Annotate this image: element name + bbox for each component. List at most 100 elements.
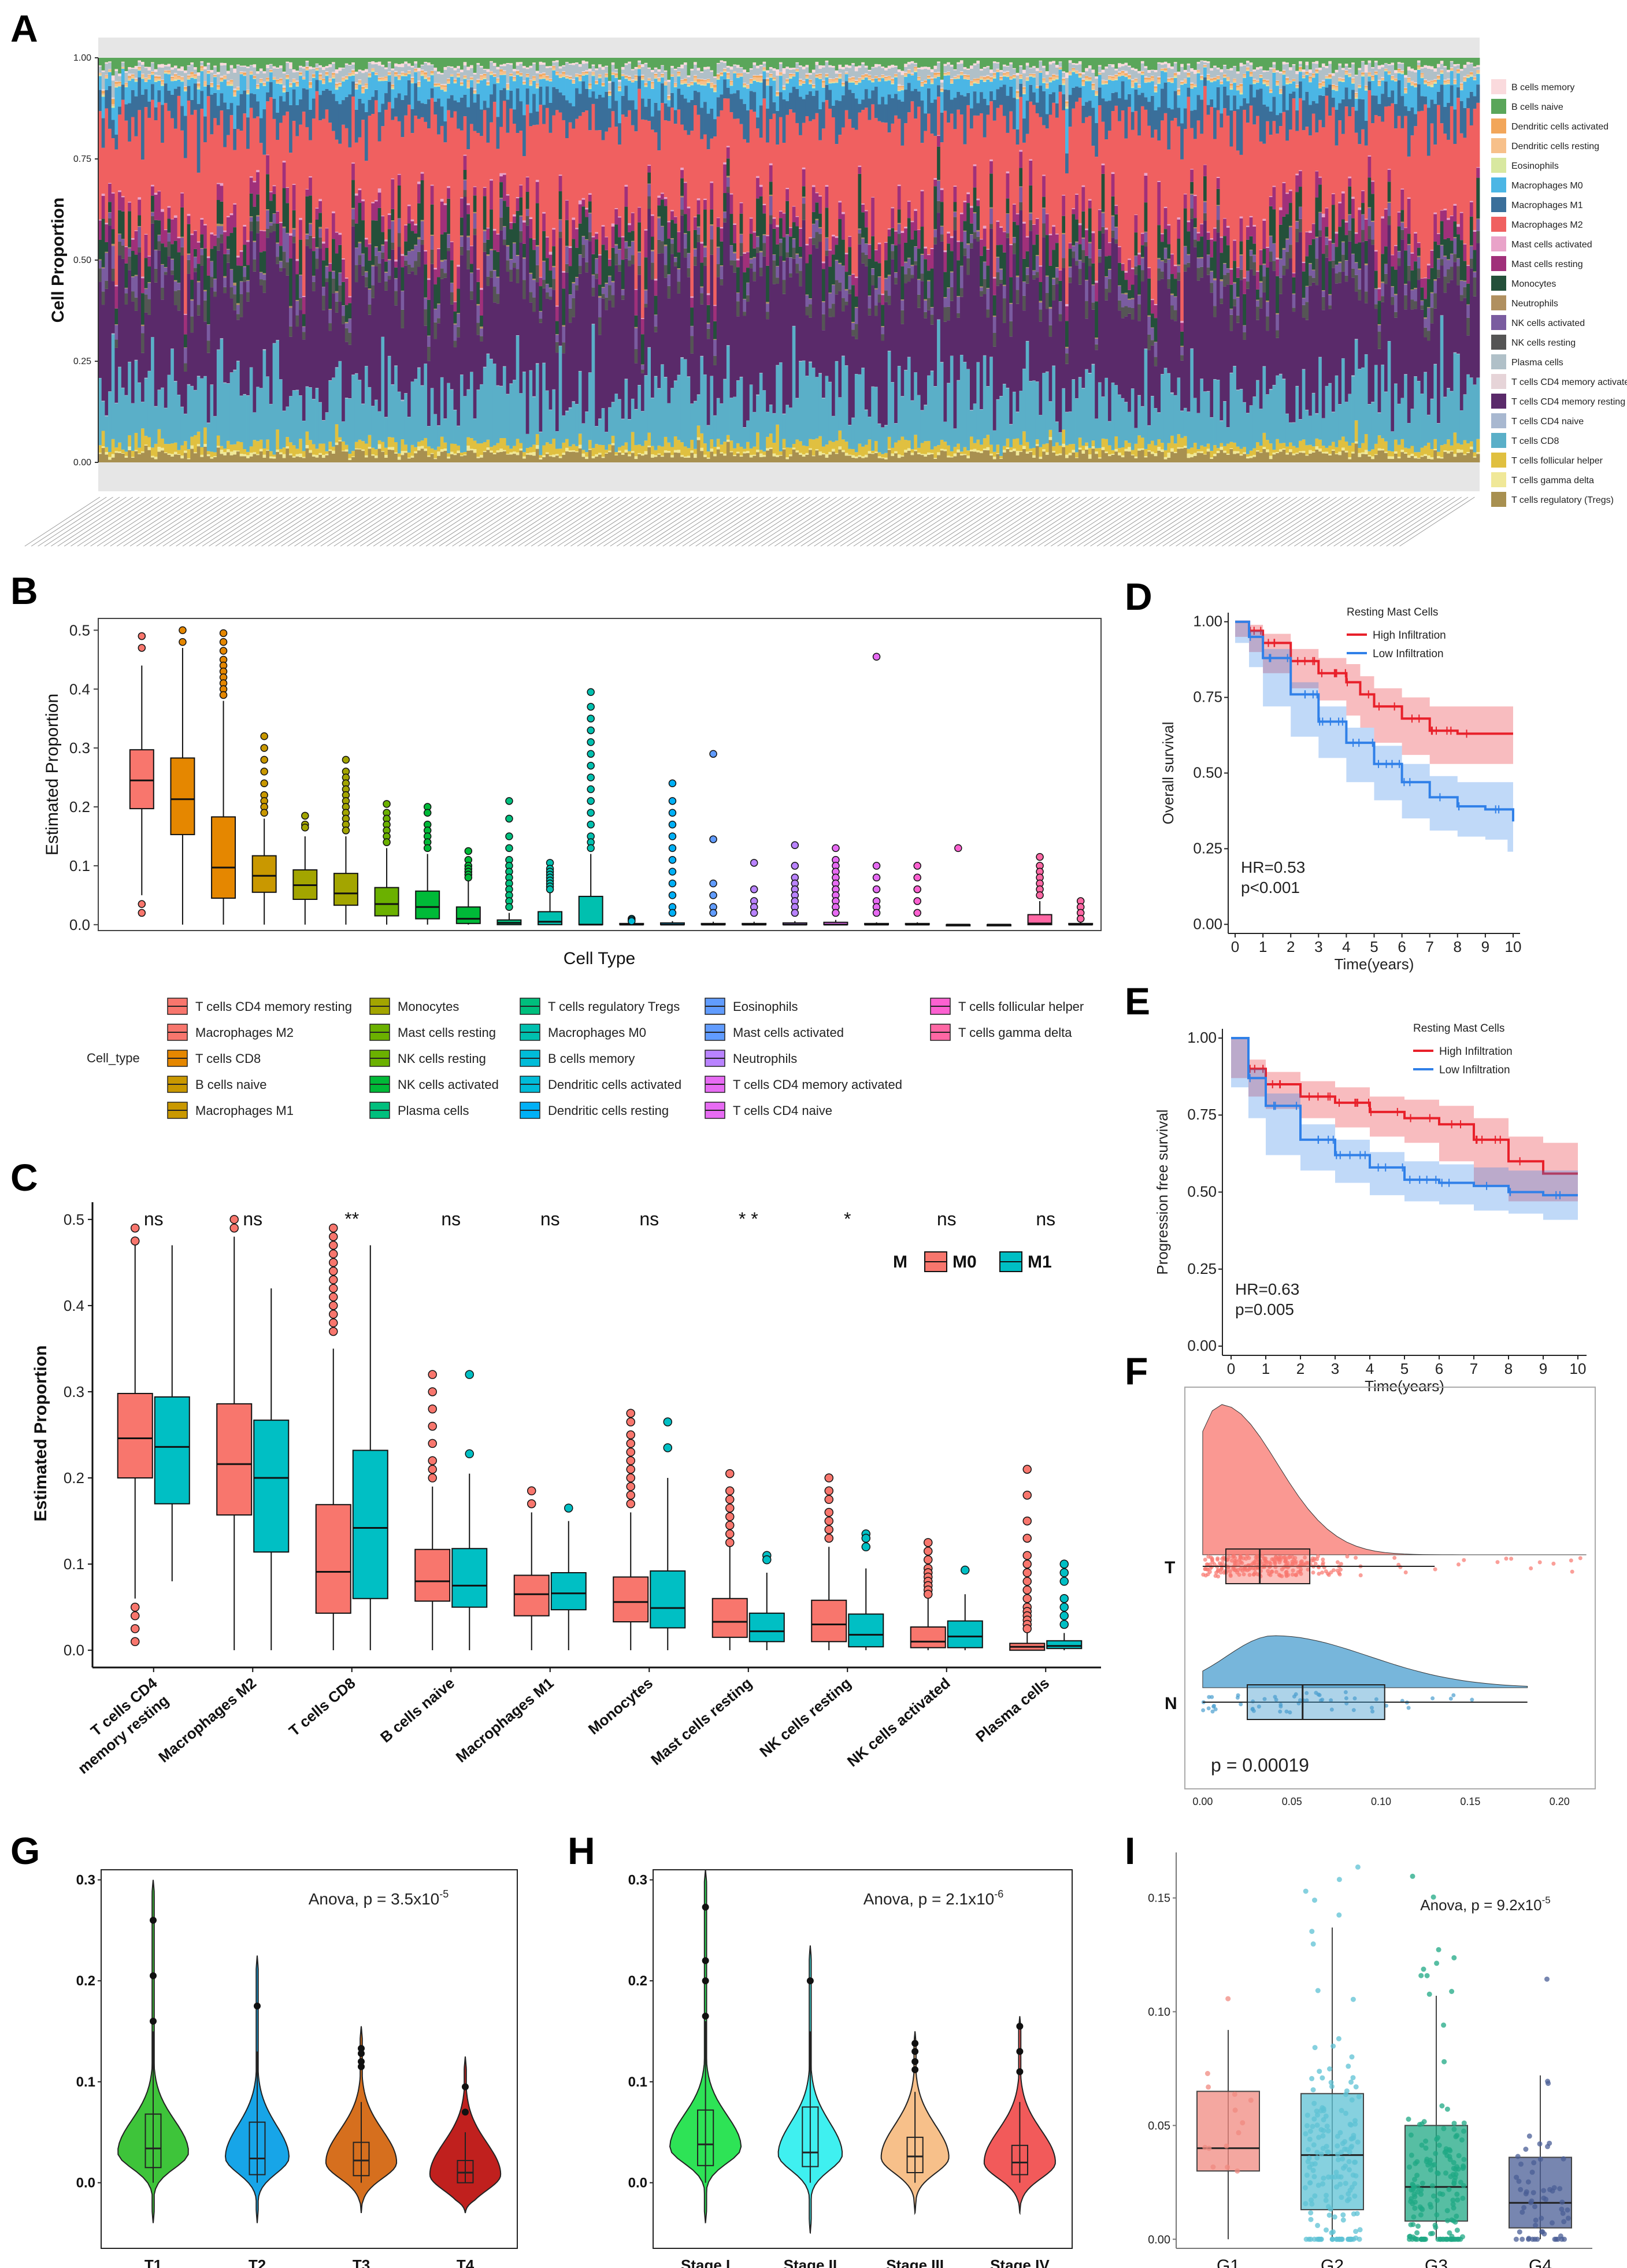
- stacked-bar-segment: [575, 228, 579, 229]
- stacked-bar-segment: [223, 79, 227, 103]
- stacked-bar-segment: [499, 230, 503, 386]
- stacked-bar-segment: [578, 64, 582, 67]
- stacked-bar-segment: [502, 101, 507, 173]
- stacked-bar-segment: [696, 198, 701, 201]
- stacked-bar-segment: [811, 87, 816, 88]
- stacked-bar-segment: [568, 103, 572, 123]
- stacked-bar-segment: [631, 82, 635, 83]
- stacked-bar-segment: [236, 305, 240, 314]
- stacked-bar-segment: [342, 316, 346, 324]
- stacked-bar-segment: [687, 84, 691, 86]
- stacked-bar-segment: [802, 197, 806, 198]
- stacked-bar-segment: [295, 390, 299, 449]
- stacked-bar-segment: [552, 87, 556, 116]
- stacked-bar-segment: [821, 446, 825, 453]
- stacked-bar-segment: [414, 224, 418, 225]
- stacked-bar-segment: [154, 58, 158, 69]
- stacked-bar-segment: [138, 453, 142, 454]
- stacked-bar-segment: [180, 66, 184, 71]
- stacked-bar-segment: [552, 267, 556, 279]
- stacked-bar-segment: [522, 452, 527, 457]
- stacked-bar-segment: [236, 303, 240, 305]
- stacked-bar-segment: [427, 81, 431, 99]
- stacked-bar-segment: [631, 264, 635, 399]
- stacked-bar-segment: [480, 290, 484, 316]
- stacked-bar-segment: [354, 142, 358, 194]
- stacked-bar-segment: [624, 63, 628, 65]
- stacked-bar-segment: [513, 446, 517, 452]
- stacked-bar-segment: [785, 189, 790, 201]
- stacked-bar-segment: [700, 293, 704, 305]
- stacked-bar-segment: [459, 72, 464, 81]
- stacked-bar-segment: [332, 58, 336, 62]
- stacked-bar-segment: [779, 243, 783, 257]
- stacked-bar-segment: [605, 283, 609, 284]
- stacked-bar-segment: [354, 193, 358, 196]
- stacked-bar-segment: [98, 454, 102, 462]
- stacked-bar-segment: [703, 209, 707, 246]
- stacked-bar-segment: [173, 280, 177, 281]
- stacked-bar-segment: [842, 298, 846, 312]
- stacked-bar-segment: [506, 394, 510, 395]
- stacked-bar-segment: [440, 449, 444, 452]
- stacked-bar-segment: [532, 58, 536, 63]
- stacked-bar-segment: [410, 76, 414, 78]
- stacked-bar-segment: [180, 407, 184, 446]
- stacked-bar-segment: [677, 109, 681, 232]
- stacked-bar-segment: [509, 76, 513, 91]
- stacked-bar-segment: [332, 377, 336, 447]
- stacked-bar-segment: [272, 194, 276, 213]
- stacked-bar-segment: [197, 376, 201, 432]
- stacked-bar-segment: [371, 203, 375, 221]
- stacked-bar-segment: [739, 68, 743, 73]
- stacked-bar-segment: [203, 69, 207, 81]
- stacked-bar-segment: [335, 85, 339, 88]
- stacked-bar-segment: [98, 73, 102, 75]
- stacked-bar-segment: [756, 198, 760, 236]
- stacked-bar-segment: [749, 83, 753, 91]
- stacked-bar-segment: [716, 398, 720, 439]
- stacked-bar-segment: [628, 80, 632, 81]
- stacked-bar-segment: [447, 83, 451, 84]
- stacked-bar-segment: [486, 255, 490, 277]
- stacked-bar-segment: [716, 218, 720, 227]
- stacked-bar-segment: [690, 70, 694, 81]
- stacked-bar-segment: [651, 236, 655, 250]
- stacked-bar-segment: [585, 207, 589, 210]
- stacked-bar-segment: [733, 65, 737, 72]
- stacked-bar-segment: [726, 177, 730, 187]
- stacked-bar-segment: [578, 76, 582, 80]
- stacked-bar-segment: [838, 72, 842, 75]
- stacked-bar-segment: [539, 323, 543, 432]
- stacked-bar-segment: [509, 452, 513, 455]
- stacked-bar-segment: [749, 259, 753, 264]
- stacked-bar-segment: [203, 446, 207, 462]
- stacked-bar-segment: [450, 66, 454, 68]
- stacked-bar-segment: [535, 88, 539, 112]
- stacked-bar-segment: [825, 376, 829, 445]
- stacked-bar-segment: [377, 61, 381, 66]
- stacked-bar-segment: [233, 227, 237, 283]
- stacked-bar-segment: [309, 450, 313, 453]
- stacked-bar-segment: [595, 426, 599, 427]
- stacked-bar-segment: [631, 240, 635, 242]
- stacked-bar-segment: [328, 442, 332, 450]
- stacked-bar-segment: [302, 88, 306, 112]
- stacked-bar-segment: [440, 268, 444, 279]
- stacked-bar-segment: [483, 366, 487, 368]
- stacked-bar-segment: [180, 236, 184, 238]
- stacked-bar-segment: [654, 67, 658, 69]
- stacked-bar-segment: [463, 75, 467, 76]
- stacked-bar-segment: [430, 71, 434, 73]
- stacked-bar-segment: [483, 79, 487, 101]
- stacked-bar-segment: [325, 412, 329, 413]
- stacked-bar-segment: [588, 194, 592, 202]
- stacked-bar-segment: [171, 275, 175, 349]
- stacked-bar-segment: [733, 224, 737, 243]
- stacked-bar-segment: [545, 58, 549, 66]
- stacked-bar-segment: [726, 158, 730, 176]
- stacked-bar-segment: [269, 192, 273, 201]
- stacked-bar-segment: [447, 58, 451, 66]
- stacked-bar-segment: [739, 202, 743, 203]
- stacked-bar-segment: [111, 106, 115, 108]
